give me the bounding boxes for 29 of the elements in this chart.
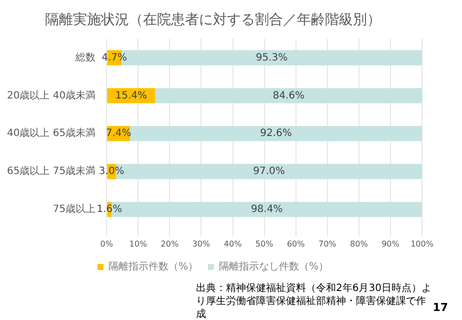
chart-title: 隔離実施状況（在院患者に対する割合／年齢階級別）	[45, 12, 381, 28]
data-label: 98.4%	[250, 204, 283, 216]
y-tick-label: 40歳以上 65歳未満	[6, 127, 96, 140]
x-tick-label: 30%	[192, 239, 211, 248]
x-tick-label: 0%	[100, 239, 114, 248]
source-note: 出典：精神保健福祉資料（令和2年6月30日時点）より厚生労働省障害保健福祉部精神・障害保健課で作成	[196, 282, 432, 320]
data-label: 95.3%	[256, 52, 288, 64]
x-tick-label: 60%	[286, 239, 306, 248]
x-tick-label: 40%	[224, 239, 242, 248]
x-tick-label: 50%	[255, 239, 274, 248]
data-label: 84.6%	[272, 90, 304, 102]
legend-label: 隔離指示件数（%）	[108, 260, 198, 273]
legend-label: 隔離指示なし件数（%）	[219, 260, 329, 273]
y-tick-label: 75歳以上	[52, 203, 96, 216]
bar	[130, 126, 422, 142]
y-tick-label: 20歳以上 40歳未満	[6, 89, 96, 102]
x-tick-label: 70%	[318, 239, 337, 248]
x-tick-label: 10%	[129, 239, 148, 248]
y-tick-label: 総数	[74, 51, 96, 64]
bar	[155, 88, 422, 104]
x-tick-label: 90%	[382, 239, 400, 248]
data-label: 15.4%	[115, 90, 148, 102]
text: 17	[432, 301, 448, 314]
y-tick-label: 65歳以上 75歳未満	[6, 165, 96, 178]
x-tick-label: 80%	[350, 239, 368, 248]
x-tick-label: 100%	[410, 239, 434, 248]
data-label: 92.6%	[260, 128, 292, 140]
x-tick-label: 20%	[160, 239, 179, 248]
data-label: 97.0%	[253, 166, 285, 178]
